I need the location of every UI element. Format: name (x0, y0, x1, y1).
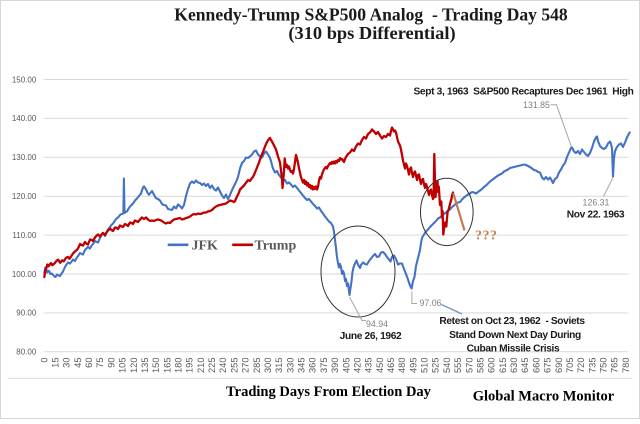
svg-text:780: 780 (621, 358, 631, 374)
svg-text:435: 435 (364, 358, 374, 374)
svg-text:94.94: 94.94 (366, 319, 388, 329)
svg-text:240: 240 (218, 358, 228, 374)
svg-text:390: 390 (330, 358, 340, 374)
svg-text:480: 480 (397, 358, 407, 374)
svg-text:Nov 22. 1963: Nov 22. 1963 (567, 210, 625, 221)
svg-text:660: 660 (531, 358, 541, 374)
svg-text:255: 255 (229, 358, 239, 374)
svg-text:570: 570 (464, 358, 474, 374)
svg-text:345: 345 (297, 358, 307, 374)
svg-text:140.00: 140.00 (12, 114, 37, 123)
svg-text:600: 600 (487, 358, 497, 374)
svg-text:30: 30 (62, 358, 72, 368)
svg-text:360: 360 (308, 358, 318, 374)
svg-text:630: 630 (509, 358, 519, 374)
svg-text:540: 540 (442, 358, 452, 374)
svg-text:45: 45 (73, 358, 83, 368)
svg-text:105: 105 (118, 358, 128, 374)
svg-text:Trump: Trump (255, 239, 297, 254)
svg-text:420: 420 (353, 358, 363, 374)
svg-text:720: 720 (576, 358, 586, 374)
svg-text:120.00: 120.00 (12, 192, 37, 201)
svg-text:120: 120 (129, 358, 139, 374)
svg-text:97.06: 97.06 (420, 298, 442, 308)
svg-text:195: 195 (185, 358, 195, 374)
svg-text:165: 165 (162, 358, 172, 374)
svg-text:150.00: 150.00 (12, 75, 37, 84)
svg-text:Trading Days From Election Day: Trading Days From Election Day (226, 384, 432, 400)
svg-text:126.31: 126.31 (583, 198, 610, 208)
svg-text:765: 765 (610, 358, 620, 374)
svg-text:Global Macro Monitor: Global Macro Monitor (473, 389, 615, 405)
svg-text:131.85: 131.85 (523, 100, 550, 110)
svg-text:690: 690 (554, 358, 564, 374)
svg-text:110.00: 110.00 (12, 231, 36, 240)
svg-text:510: 510 (420, 358, 430, 374)
svg-text:555: 555 (453, 358, 463, 374)
svg-text:180: 180 (174, 358, 184, 374)
svg-text:15: 15 (51, 358, 61, 368)
svg-text:(310 bps Differential): (310 bps Differential) (288, 23, 455, 44)
svg-text:405: 405 (341, 358, 351, 374)
svg-text:585: 585 (476, 358, 486, 374)
svg-text:???: ??? (475, 229, 498, 244)
svg-text:June 26, 1962: June 26, 1962 (340, 331, 402, 342)
svg-text:210: 210 (196, 358, 206, 374)
svg-text:450: 450 (375, 358, 385, 374)
svg-text:130.00: 130.00 (12, 153, 37, 162)
svg-text:Sept 3, 1963 S&P500 Recapture: Sept 3, 1963 S&P500 Recaptures Dec 1961 … (413, 87, 633, 98)
svg-text:285: 285 (252, 358, 262, 374)
svg-text:0: 0 (39, 358, 49, 363)
svg-text:80.00: 80.00 (16, 348, 37, 357)
svg-text:525: 525 (431, 358, 441, 374)
svg-text:JFK: JFK (192, 239, 219, 254)
svg-text:225: 225 (207, 358, 217, 374)
svg-text:Retest on Oct 23, 1962 - Sovi: Retest on Oct 23, 1962 - Soviets (439, 316, 585, 327)
svg-text:90: 90 (106, 358, 116, 368)
svg-text:Cuban Missile Crisis: Cuban Missile Crisis (467, 344, 560, 355)
svg-text:495: 495 (408, 358, 418, 374)
svg-text:135: 135 (140, 358, 150, 374)
svg-text:300: 300 (263, 358, 273, 374)
svg-text:75: 75 (95, 358, 105, 368)
svg-text:645: 645 (520, 358, 530, 374)
svg-text:750: 750 (599, 358, 609, 374)
svg-text:150: 150 (151, 358, 161, 374)
svg-text:615: 615 (498, 358, 508, 374)
svg-text:735: 735 (587, 358, 597, 374)
svg-text:100.00: 100.00 (12, 270, 37, 279)
svg-text:60: 60 (84, 358, 94, 368)
svg-text:465: 465 (386, 358, 396, 374)
svg-text:705: 705 (565, 358, 575, 374)
svg-text:Kennedy-Trump S&P500 Analog -: Kennedy-Trump S&P500 Analog - Trading Da… (174, 4, 568, 24)
svg-text:90.00: 90.00 (16, 309, 37, 318)
svg-text:675: 675 (543, 358, 553, 374)
svg-text:330: 330 (285, 358, 295, 374)
svg-text:375: 375 (319, 358, 329, 374)
svg-text:Stand Down Next Day During: Stand Down Next Day During (449, 330, 581, 341)
svg-text:315: 315 (274, 358, 284, 374)
svg-text:270: 270 (241, 358, 251, 374)
